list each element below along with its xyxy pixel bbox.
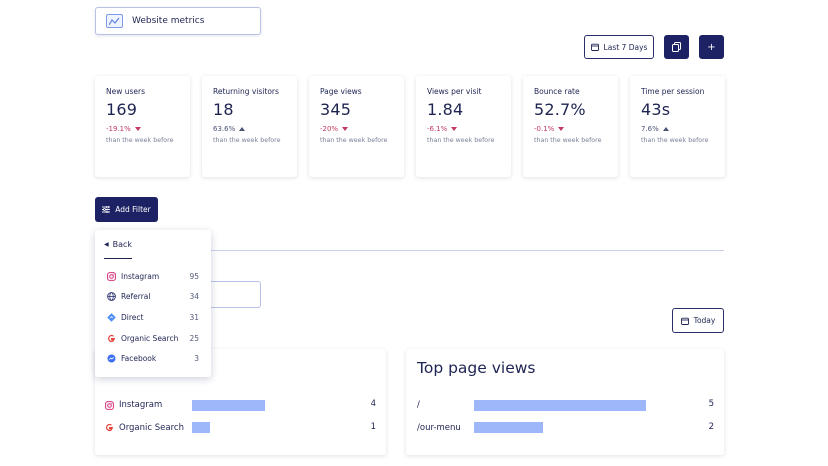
page-count: 5 — [708, 399, 714, 409]
metric-label: Returning visitors — [213, 87, 279, 96]
metric-label: Views per visit — [427, 87, 482, 96]
caret-down-icon — [134, 127, 141, 131]
calendar-icon — [590, 43, 599, 51]
metric-value: 18 — [213, 100, 234, 119]
filter-option-count: 3 — [194, 354, 199, 364]
metric-comparison: than the week before — [534, 137, 602, 144]
filter-option-count: 25 — [189, 333, 199, 343]
facebook-icon — [107, 354, 116, 363]
copy-button[interactable] — [664, 35, 689, 59]
metric-comparison: than the week before — [320, 137, 388, 144]
metric-label: Bounce rate — [534, 87, 580, 96]
back-underline — [104, 258, 132, 259]
metric-comparison: than the week before — [213, 137, 281, 144]
metric-card: Returning visitors 18 63.6% than the week b… — [202, 76, 297, 177]
source-count: 1 — [370, 421, 376, 432]
add-button[interactable]: + — [699, 35, 724, 59]
source-bar — [192, 422, 211, 433]
metric-card: Page views 345 -20% than the week before — [309, 76, 404, 177]
direct-icon — [107, 313, 116, 322]
metric-value: 169 — [106, 100, 138, 119]
date-range-button[interactable]: Last 7 Days — [584, 35, 654, 59]
filter-option-count: 31 — [189, 312, 199, 322]
filter-option-label: Instagram — [121, 271, 160, 281]
copy-icon — [672, 42, 681, 52]
filter-option[interactable]: Instagram 95 — [107, 269, 199, 283]
filter-option-count: 34 — [189, 292, 199, 302]
back-button[interactable]: ◀ Back — [104, 240, 132, 249]
metric-change: 63.6% — [213, 125, 236, 133]
caret-up-icon — [662, 127, 669, 131]
today-button[interactable]: Today — [672, 308, 724, 333]
back-label: Back — [112, 240, 133, 249]
metric-change: -0.1% — [534, 125, 555, 133]
plus-icon: + — [707, 41, 716, 53]
metric-label: Page views — [320, 87, 362, 96]
page-title: Website metrics — [132, 16, 205, 26]
filter-dropdown: ◀ Back Instagram 95 Referral 34 Direct 31 Orga… — [95, 230, 211, 377]
filter-option-label: Organic Search — [121, 333, 179, 343]
metric-value: 1.84 — [427, 100, 464, 119]
metric-card: Bounce rate 52.7% -0.1% than the week befor… — [523, 76, 618, 177]
metric-comparison: than the week before — [427, 137, 495, 144]
metric-card: Views per visit 1.84 -6.1% than the week be… — [416, 76, 511, 177]
date-range-label: Last 7 Days — [603, 42, 648, 52]
add-filter-label: Add Filter — [115, 205, 151, 214]
page-bar — [474, 399, 646, 411]
source-row: Instagram — [105, 398, 162, 412]
filter-option-label: Direct — [121, 312, 144, 322]
metric-change: -6.1% — [427, 125, 448, 133]
source-bar — [192, 399, 265, 411]
calendar-icon — [680, 317, 689, 325]
page-bar — [474, 422, 543, 433]
instagram-icon — [105, 400, 114, 410]
metric-label: Time per session — [641, 87, 705, 96]
instagram-icon — [107, 271, 116, 281]
add-filter-button[interactable]: Add Filter — [95, 197, 158, 222]
metric-card: Time per session 43s 7.6% than the week bef… — [630, 76, 725, 177]
filter-option-count: 95 — [189, 271, 199, 281]
source-row: Organic Search — [105, 421, 184, 435]
page-count: 2 — [708, 421, 714, 432]
page-label: /our-menu — [417, 422, 461, 433]
filter-option[interactable]: Facebook 3 — [107, 352, 199, 366]
page-label: / — [417, 400, 420, 410]
top-pages-panel: Top page views / 5/our-menu 2 — [406, 349, 724, 455]
source-label: Organic Search — [119, 422, 184, 433]
caret-left-icon: ◀ — [104, 241, 109, 248]
google-icon — [105, 423, 114, 432]
metric-card: New users 169 -19.1% than the week before — [95, 76, 190, 177]
today-label: Today — [693, 316, 716, 325]
metric-comparison: than the week before — [106, 137, 174, 144]
caret-down-icon — [558, 127, 565, 131]
caret-up-icon — [239, 127, 246, 131]
google-icon — [107, 334, 116, 343]
page-row: / — [417, 398, 420, 412]
caret-down-icon — [342, 127, 349, 131]
chart-icon — [106, 14, 123, 28]
metric-value: 43s — [641, 100, 671, 119]
metric-label: New users — [106, 87, 146, 96]
metric-value: 52.7% — [534, 100, 586, 119]
segment-box[interactable] — [209, 281, 261, 308]
source-count: 4 — [370, 399, 376, 409]
filter-option[interactable]: Organic Search 25 — [107, 331, 199, 345]
dashboard-title-chip[interactable]: Website metrics — [95, 7, 261, 35]
metric-change: 7.6% — [641, 125, 659, 133]
source-label: Instagram — [119, 400, 163, 410]
metric-comparison: than the week before — [641, 137, 709, 144]
metric-value: 345 — [320, 100, 352, 119]
metric-change: -19.1% — [106, 125, 131, 133]
filter-option-label: Facebook — [121, 354, 157, 364]
filter-option[interactable]: Referral 34 — [107, 290, 199, 304]
filter-option[interactable]: Direct 31 — [107, 310, 199, 324]
metric-change: -20% — [320, 125, 339, 133]
caret-down-icon — [451, 127, 458, 131]
top-pages-title: Top page views — [417, 359, 536, 377]
filter-icon — [102, 206, 111, 213]
tab-divider — [210, 250, 724, 251]
globe-icon — [107, 292, 116, 302]
page-row: /our-menu — [417, 421, 461, 435]
filter-option-label: Referral — [121, 292, 151, 302]
